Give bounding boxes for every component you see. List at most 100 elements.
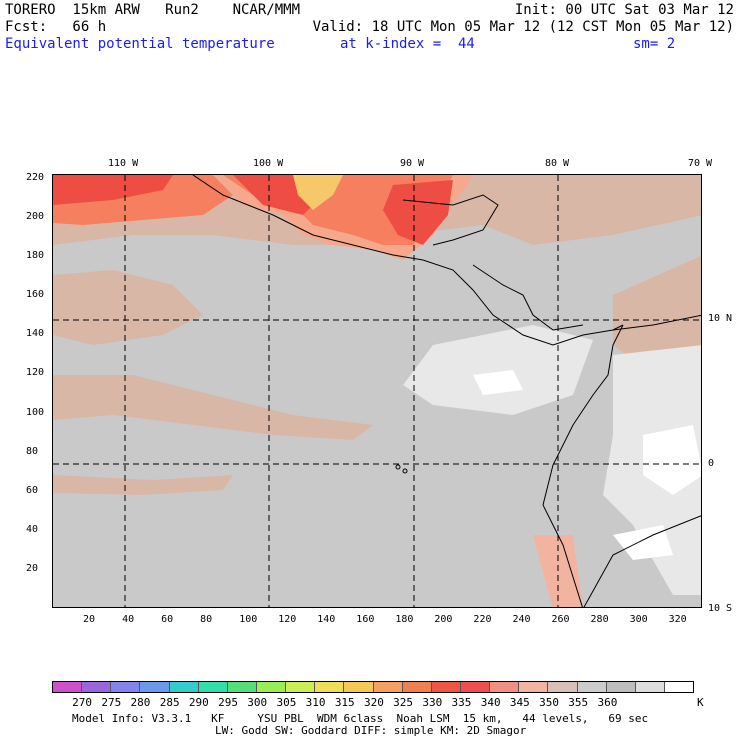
x-tick-label: 280 [590,614,609,625]
x-tick-label: 260 [551,614,570,625]
galapagos-island [395,464,401,470]
lon-label-90w: 90 W [400,158,425,169]
map-panel [52,174,702,608]
colorbar-label: 285 [159,696,180,709]
colorbar-label: 315 [334,696,355,709]
colorbar-swatch [548,682,578,692]
galapagos-island-2 [402,468,408,474]
lon-label-100w: 100 W [253,158,284,169]
x-tick-label: 160 [356,614,375,625]
lat-label-0: 0 [708,458,715,469]
colorbar-label: 345 [509,696,530,709]
colorbar-swatch [490,682,520,692]
y-tick-label: 100 [26,406,45,418]
colorbar-label: 305 [276,696,297,709]
tan-patch-west [53,270,203,345]
colorbar-label: 300 [247,696,268,709]
model-title: TORERO 15km ARW Run2 NCAR/MMM [5,2,301,18]
colorbar-label: 310 [305,696,326,709]
colorbar-swatch [169,682,199,692]
coastline-caribbean [612,314,701,331]
y-tick-label: 20 [26,562,39,574]
y-tick-label: 200 [26,211,45,222]
colorbar-swatch [606,682,636,692]
x-tick-label: 140 [317,614,336,625]
x-tick-label: 40 [122,614,135,625]
colorbar-swatch [82,682,112,692]
colorbar-swatch [111,682,141,692]
colorbar-swatch [373,682,403,692]
colorbar-label: 325 [393,696,414,709]
y-tick-label: 140 [26,328,45,340]
x-tick-label: 120 [278,614,297,625]
model-info: Model Info: V3.3.1 KF YSU PBL WDM 6class… [72,712,649,725]
tan-band-mid [53,375,373,440]
tan-band-south [53,475,233,495]
colorbar-swatch [198,682,228,692]
y-tick-label: 60 [26,484,39,496]
colorbar-label: 295 [218,696,238,709]
colorbar-unit: K [697,696,704,709]
light-patch-central [403,325,593,415]
lon-label-80w: 80 W [545,158,570,169]
white-patch-1 [643,425,701,495]
x-tick-label: 240 [512,614,531,625]
colorbar-swatch [577,682,607,692]
x-tick-label: 220 [473,614,492,625]
colorbar-label: 270 [72,696,93,709]
x-tick-label: 180 [395,614,414,625]
colorbar-swatch [402,682,432,692]
colorbar-label: 330 [422,696,443,709]
colorbar-swatch [315,682,345,692]
x-tick-label: 80 [200,614,213,625]
colorbar-label: 350 [539,696,559,709]
coastline-yucatan [402,194,499,246]
red-region-west [53,175,173,205]
y-tick-label: 220 [26,171,45,183]
colorbar-swatch [635,682,665,692]
x-tick-label: 20 [83,614,96,625]
coastline-south-america [542,324,624,607]
colorbar-swatch [460,682,491,692]
colorbar [52,681,694,693]
x-tick-label: 60 [161,614,174,625]
colorbar-swatch [256,682,287,692]
colorbar-swatch [227,682,257,692]
yellow-region [293,175,343,210]
valid-time: Valid: 18 UTC Mon 05 Mar 12 (12 CST Mon … [312,19,734,35]
y-tick-label: 180 [26,250,45,262]
x-tick-label: 200 [434,614,453,625]
colorbar-label: 275 [101,696,122,709]
lat-label-10s: 10 S [708,603,733,614]
y-tick-label: 120 [26,367,45,379]
white-patch-2 [473,370,523,395]
level-index: at k-index = 44 [340,36,475,52]
colorbar-swatch [431,682,461,692]
colorbar-swatch [519,682,549,692]
x-tick-label: 320 [668,614,687,625]
lon-label-70w: 70 W [688,158,713,169]
init-time: Init: 00 UTC Sat 03 Mar 12 [514,2,734,18]
red-region-east [383,180,453,245]
colorbar-swatch [140,682,170,692]
forecast-hour: Fcst: 66 h [5,19,107,35]
y-tick-label: 80 [26,445,39,457]
theta-e-map [53,175,701,607]
white-patch-3 [613,525,673,560]
lon-label-110w: 110 W [108,158,139,169]
country-borders-south [583,515,701,607]
graticule [53,175,701,607]
colorbar-label: 320 [364,696,384,709]
colorbar-label: 360 [597,696,618,709]
physics-info: LW: Godd SW: Goddard DIFF: simple KM: 2D… [215,724,527,737]
lat-label-10n: 10 N [708,313,733,324]
coastline-pacific-north [192,175,624,346]
y-tick-label: 160 [26,289,45,301]
colorbar-label: 355 [568,696,589,709]
colorbar-label: 340 [480,696,501,709]
x-tick-label: 100 [239,614,258,625]
colorbar-swatch [664,682,694,692]
colorbar-label: 290 [188,696,209,709]
colorbar-swatch [53,682,83,692]
colorbar-swatch [286,682,316,692]
